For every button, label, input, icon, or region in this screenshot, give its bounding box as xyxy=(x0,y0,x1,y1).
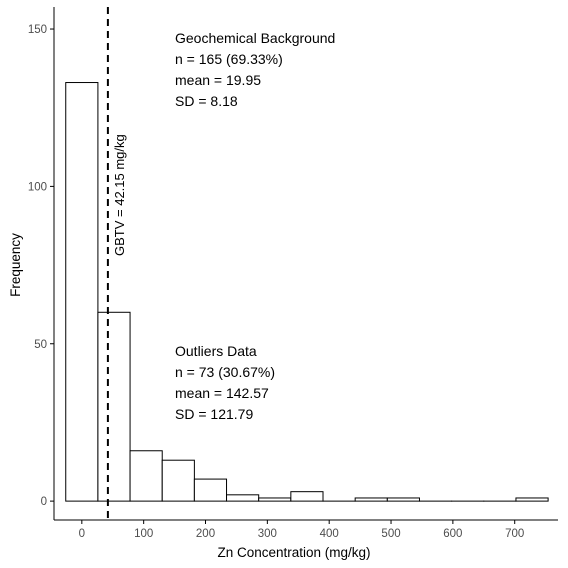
gbtv-reference-label: GBTV = 42.15 mg/kg xyxy=(112,134,127,256)
histogram-bar-4 xyxy=(193,478,228,502)
background-sd: SD = 8.18 xyxy=(175,93,238,109)
reference-line-group: GBTV = 42.15 mg/kg xyxy=(106,7,127,520)
histogram-bar-9 xyxy=(354,497,388,502)
histogram-bar-10 xyxy=(386,497,420,502)
x-tick-label: 0 xyxy=(79,528,85,540)
x-tick-label: 100 xyxy=(134,528,153,540)
x-tick-label: 700 xyxy=(505,528,524,540)
histogram-bars xyxy=(65,82,549,502)
outliers-n: n = 73 (30.67%) xyxy=(175,364,275,380)
axes: 0 100 200 300 400 500 600 700 0 50 100 150 xyxy=(28,7,558,540)
x-tick-label: 600 xyxy=(443,528,462,540)
background-stats-annotation: Geochemical Background n = 165 (69.33%) … xyxy=(175,30,335,109)
histogram-bar-5 xyxy=(226,494,260,502)
y-axis-ticks: 0 50 100 150 xyxy=(28,24,54,508)
y-tick-label: 0 xyxy=(41,496,47,508)
y-axis-title: Frequency xyxy=(8,233,23,297)
x-tick-label: 500 xyxy=(381,528,400,540)
histogram-bar-6 xyxy=(258,497,292,502)
background-n: n = 165 (69.33%) xyxy=(175,51,283,67)
outliers-mean: mean = 142.57 xyxy=(175,385,269,401)
histogram-bar-2 xyxy=(129,450,163,502)
outliers-stats-annotation: Outliers Data n = 73 (30.67%) mean = 142… xyxy=(175,343,275,422)
x-tick-label: 300 xyxy=(258,528,277,540)
x-tick-label: 200 xyxy=(196,528,215,540)
x-axis-ticks: 0 100 200 300 400 500 600 700 xyxy=(79,520,524,540)
background-mean: mean = 19.95 xyxy=(175,72,261,88)
background-title: Geochemical Background xyxy=(175,30,335,46)
y-tick-label: 50 xyxy=(34,339,47,351)
histogram-bar-1 xyxy=(97,311,131,502)
outliers-title: Outliers Data xyxy=(175,343,257,359)
histogram-bar-7 xyxy=(290,491,324,502)
histogram-bar-3 xyxy=(161,459,195,502)
y-tick-label: 150 xyxy=(28,24,47,36)
y-tick-label: 100 xyxy=(28,181,47,193)
x-axis-title: Zn Concentration (mg/kg) xyxy=(217,545,370,560)
outliers-sd: SD = 121.79 xyxy=(175,406,253,422)
x-tick-label: 400 xyxy=(320,528,339,540)
histogram-bar-14 xyxy=(515,497,549,502)
histogram-bar-0 xyxy=(65,82,99,502)
